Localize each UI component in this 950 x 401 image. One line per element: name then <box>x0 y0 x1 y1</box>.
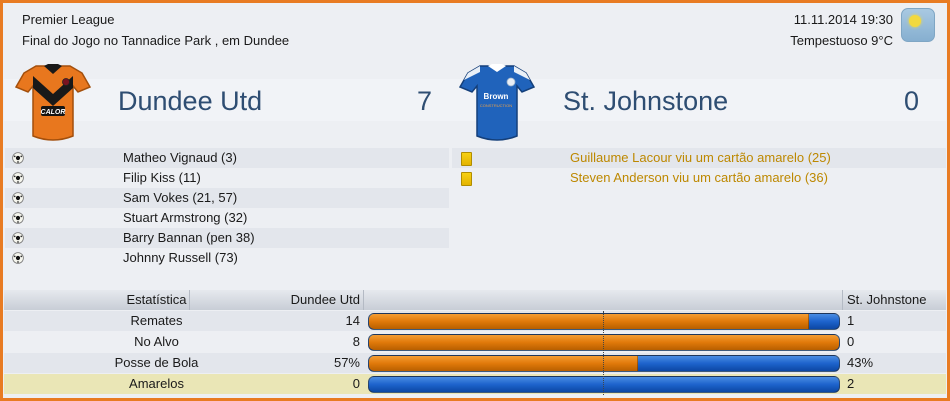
stat-away-value: 2 <box>847 376 855 391</box>
away-team-name[interactable]: St. Johnstone <box>563 86 729 116</box>
stats-column-stat: Estatística <box>126 292 187 307</box>
goal-scorer-text[interactable]: Sam Vokes (21, 57) <box>123 190 238 205</box>
card-event-text[interactable]: Steven Anderson viu um cartão amarelo (3… <box>570 170 828 185</box>
yellow-card-icon <box>461 152 472 166</box>
stat-bar <box>368 376 840 393</box>
home-team-name[interactable]: Dundee Utd <box>118 86 263 116</box>
stat-home-value: 0 <box>352 376 360 391</box>
away-sponsor-text: Brown <box>484 92 509 101</box>
yellow-card-icon <box>461 172 472 186</box>
fifty-percent-marker <box>603 311 604 395</box>
away-score: 0 <box>903 86 919 116</box>
football-icon <box>12 192 24 204</box>
stat-label: Remates <box>130 313 183 328</box>
goal-scorer-text[interactable]: Stuart Armstrong (32) <box>123 210 248 225</box>
card-event-text[interactable]: Guillaume Lacour viu um cartão amarelo (… <box>570 150 831 165</box>
football-icon <box>12 252 24 264</box>
football-icon <box>12 212 24 224</box>
goal-event-row: Johnny Russell (73) <box>5 248 449 268</box>
home-sponsor-text: CALOR <box>41 109 66 116</box>
stat-home-value: 8 <box>352 334 360 349</box>
football-icon <box>12 232 24 244</box>
stat-row-remates: Remates 14 1 <box>4 311 946 331</box>
stat-away-value: 0 <box>847 334 855 349</box>
stats-header-row: Estatística Dundee Utd St. Johnstone <box>4 290 946 310</box>
stat-bar <box>368 313 840 330</box>
stats-column-home: Dundee Utd <box>290 292 360 307</box>
weather-label: Tempestuoso 9°C <box>790 33 893 48</box>
stat-home-value: 14 <box>345 313 360 328</box>
match-subtitle: Final do Jogo no Tannadice Park , em Dun… <box>22 33 290 48</box>
football-icon <box>12 172 24 184</box>
stat-row-posse: Posse de Bola 57% 43% <box>4 353 946 373</box>
goal-scorer-text[interactable]: Filip Kiss (11) <box>123 170 201 185</box>
stat-bar <box>368 355 840 372</box>
goal-event-row: Stuart Armstrong (32) <box>5 208 449 228</box>
goal-event-row: Sam Vokes (21, 57) <box>5 188 449 208</box>
stat-label: Posse de Bola <box>114 355 199 370</box>
home-shirt-icon: CALOR <box>14 64 92 141</box>
goal-scorer-text[interactable]: Johnny Russell (73) <box>123 250 238 265</box>
stat-row-amarelos: Amarelos 0 2 <box>4 374 946 394</box>
home-score: 7 <box>416 86 432 116</box>
goal-event-row: Matheo Vignaud (3) <box>5 148 449 168</box>
away-shirt-icon: Brown CONSTRUCTION <box>458 64 536 141</box>
competition-label[interactable]: Premier League <box>22 12 115 27</box>
goal-scorer-text[interactable]: Barry Bannan (pen 38) <box>123 230 255 245</box>
football-icon <box>12 152 24 164</box>
stat-bar <box>368 334 840 351</box>
stats-column-away: St. Johnstone <box>847 292 927 307</box>
stat-label: Amarelos <box>129 376 184 391</box>
goal-event-row: Barry Bannan (pen 38) <box>5 228 449 248</box>
stat-label: No Alvo <box>134 334 179 349</box>
card-event-row: Steven Anderson viu um cartão amarelo (3… <box>452 168 946 188</box>
sun-icon <box>901 8 935 42</box>
stat-home-value: 57% <box>333 355 360 370</box>
goal-event-row: Filip Kiss (11) <box>5 168 449 188</box>
stat-row-no-alvo: No Alvo 8 0 <box>4 332 946 352</box>
stat-away-value: 43% <box>847 355 874 370</box>
card-event-row: Guillaume Lacour viu um cartão amarelo (… <box>452 148 946 168</box>
match-datetime: 11.11.2014 19:30 <box>793 12 893 27</box>
away-sponsor-subtext: CONSTRUCTION <box>480 103 512 108</box>
stat-away-value: 1 <box>847 313 855 328</box>
goal-scorer-text[interactable]: Matheo Vignaud (3) <box>123 150 237 165</box>
